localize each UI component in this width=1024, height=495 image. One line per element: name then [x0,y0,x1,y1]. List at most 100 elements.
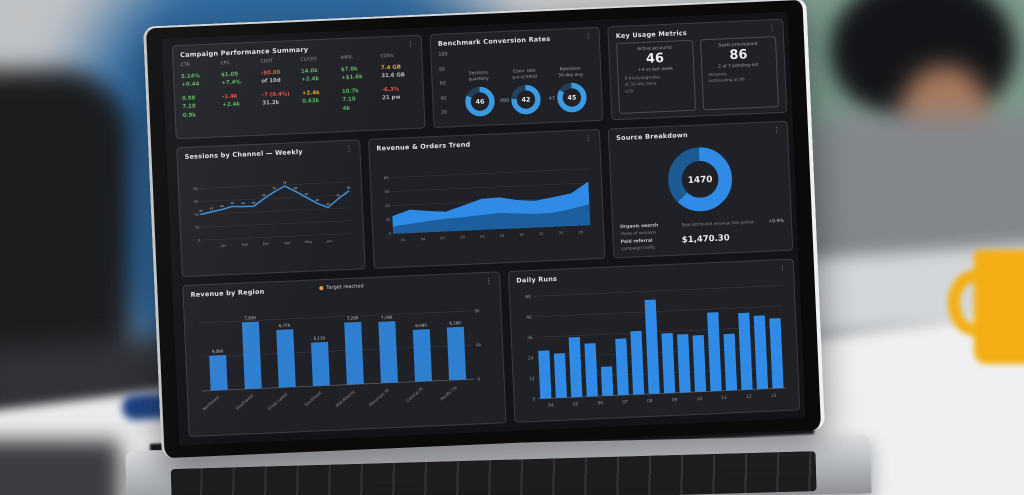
grid-line [200,344,474,358]
axis-label: 22 [539,232,544,236]
axis-label: 0 [532,396,535,402]
gauge-label: Sessions quarterly [468,70,489,83]
bar [344,321,364,385]
metric-column-header: CPC [220,60,230,67]
bar-value-label: 4,090 [212,348,224,354]
kebab-menu-icon[interactable]: ⋮ [778,263,787,273]
bar-chart-legend: Target reached [319,283,364,291]
metric-cell: 14.0k +2.4k [301,66,336,84]
kebab-menu-icon[interactable]: ⋮ [406,39,415,49]
axis-label: 80 [193,187,198,191]
metric-value: 31.2k [262,99,280,107]
bar [538,350,552,399]
kebab-menu-icon[interactable]: ⋮ [585,134,593,143]
panel-campaign-metrics: Campaign Performance Summary ⋮ CTR CPC COS… [171,34,426,140]
grid-line [201,220,351,228]
bar-chart: 0 12 24 36 48 60 04 05 06 07 08 09 10 11 12 13 [525,285,786,409]
laptop-screen: Campaign Performance Summary ⋮ CTR CPC COS… [142,0,826,459]
metric-value: 21 pw [382,94,401,102]
axis-label: 13 [480,235,485,239]
grid-line [202,233,351,241]
bar [692,335,707,392]
bar [615,338,629,396]
bar-value-label: 5,110 [313,335,325,341]
donut-slice [668,147,733,212]
data-point-label: 55 [336,193,340,197]
data-point-label: 49 [252,201,256,205]
axis-label: 11 [721,395,727,401]
metric-cell: 7.4 GB 31.6 GB [381,63,416,81]
axis-label: 80 [384,176,389,180]
metric-value: +2.4k [222,101,241,109]
panel-daily-runs-bar-chart: Daily Runs ⋮ 0 12 24 36 48 60 04 05 06 07 08 09 10 11… [507,258,801,423]
background-dark-corner [0,440,120,495]
total-value: $1,470.30 [681,232,730,246]
bar-chart: 8k 4k 0 4,090 7,830 6,770 5,110 7,290 7,190 6,080… [199,308,482,412]
axis-label: 40 [385,204,390,208]
kebab-menu-icon[interactable]: ⋮ [485,276,493,285]
kpi-card: Active accounts 46 +4 vs last week 8 tri… [616,39,696,114]
axis-label: Central Pl. [405,386,424,404]
bar [310,341,330,387]
axis-label: Jun [326,239,333,243]
gauge-label: Retention 30-day avg [557,66,583,79]
change-badge: +0.9% [768,218,785,225]
laptop-keyboard[interactable] [170,451,817,495]
kpi-card-notes: 8 trials/upgrades at 31-day pace (x3) [624,73,687,95]
bar [644,299,660,395]
metric-cell: $1.09 +7.4% [221,70,256,88]
data-point-label: 78 [283,181,287,185]
axis-label: 0 [198,238,200,242]
axis-label: 10 [460,235,465,239]
data-point-label: 40 [199,209,203,213]
metric-cell: -1.4k +2.4k [222,92,257,119]
gauges: Sessions quarterly 46 090 Conv. rate q-o-q tr… [454,43,595,121]
data-point-label: 43 [209,206,213,210]
gauge-label: Conv. rate q-o-q trend [512,68,537,81]
legend-dot-icon [319,286,324,291]
axis-label: 09 [672,397,678,403]
bar [378,321,399,384]
axis-label: 36 [527,335,533,341]
gauge-ring: 46 [464,86,495,117]
data-point-label: 69 [294,186,298,190]
panel-title: Key Usage Metrics [615,28,688,41]
donut-chart: 1470 [668,147,733,212]
gauge-value: 46 [475,98,485,106]
gauge-value: 42 [521,96,530,104]
bar [568,337,583,398]
bar [412,329,433,382]
kebab-menu-icon[interactable]: ⋮ [768,24,776,33]
bar [553,353,567,399]
metric-cell: 0.98 7.18 0.9k [182,93,217,120]
panel-source-donut-chart: Source Breakdown ⋮ 1470 Organic search s… [607,120,794,259]
kebab-menu-icon[interactable]: ⋮ [772,125,781,135]
metric-column-header: CLICKS [300,57,317,63]
kebab-menu-icon[interactable]: ⋮ [345,144,353,153]
legend-item: Organic search share of sessions [620,222,675,237]
grid-line [199,310,472,324]
panel-sessions-line-chart: Sessions by Channel — Weekly ⋮ 0 20 40 60 80… [176,139,366,278]
bar-value-label: 6,190 [449,320,461,326]
kebab-menu-icon[interactable]: ⋮ [584,32,592,41]
panel-benchmark-gauges: Benchmark Conversion Rates ⋮ 100 80 60 40 20… [429,26,604,129]
axis-label: 16 [499,234,504,238]
data-point-label: 59 [305,192,309,196]
axis-label: Mar [263,242,270,246]
axis-label: 05 [573,401,579,407]
kpi-note: autoscaling at 96 [708,76,745,84]
axis-label: Great Lakes [266,392,288,412]
bar [738,312,753,391]
metric-column-header: IMPR. [340,55,354,62]
metric-value: +2.4k [301,76,320,84]
axis-label: 07 [622,399,628,405]
metric-value: +$1.6k [341,74,363,82]
gauge: Retention 30-day avg 45 [554,66,589,114]
panel-revenue-area-chart: Revenue & Orders Trend ⋮ 0 20 40 60 80 01 04 07… [368,128,606,269]
panel-regional-bar-chart: Revenue by Region Target reached ⋮ 8k 4k 0… [182,271,507,438]
line-chart: 0 20 40 60 80 40 43 46 50 49 49 60 70 78 69 59 49 42 55 66 J… [193,181,351,248]
axis-label: 07 [440,236,445,240]
bar-value-label: 6,770 [279,323,291,329]
metric-cell: -$0.88 of 10d [261,68,296,86]
axis-label: Jan [220,244,226,248]
